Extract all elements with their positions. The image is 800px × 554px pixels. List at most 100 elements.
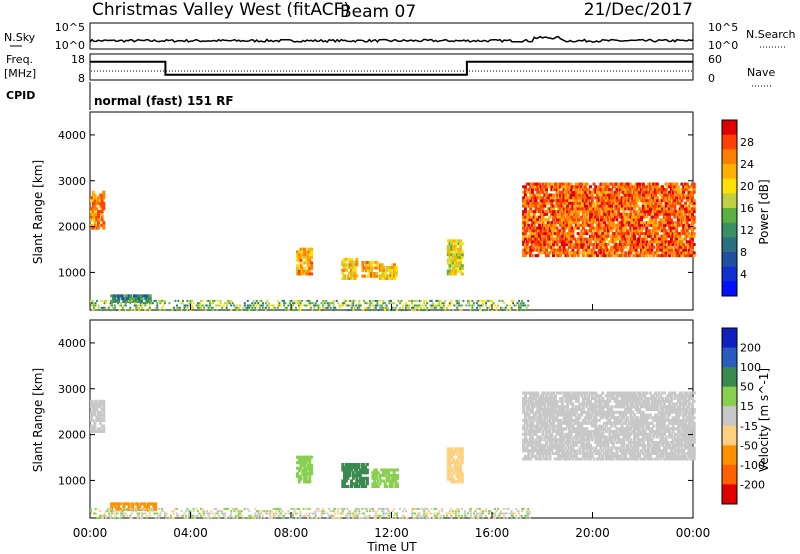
echo-cell [574,410,578,414]
echo-cell [95,207,99,211]
echo-cell [394,485,398,488]
ground-scatter-cell [186,299,189,302]
echo-cell [344,268,348,272]
y-tick-label: 4000 [58,129,86,142]
echo-cell [617,237,621,241]
echo-cell [90,207,93,211]
echo-cell [555,188,559,192]
echo-cell [140,294,143,298]
echo-cell [459,472,463,476]
echo-cell [560,193,564,197]
echo-cell [564,207,568,211]
echo-cell [636,443,640,447]
echo-cell [633,391,636,395]
ground-scatter-cell [157,299,160,302]
ground-scatter-cell [178,306,181,309]
echo-cell [357,465,361,469]
echo-cell [580,441,584,444]
echo-cell [606,212,610,216]
echo-cell [136,502,140,506]
echo-cell [559,454,563,458]
echo-cell [638,397,642,400]
echo-cell [592,457,596,461]
echo-cell [140,297,143,301]
echo-cell [394,271,398,275]
echo-cell [532,243,536,247]
echo-cell [633,199,636,203]
echo-cell [523,391,527,395]
echo-cell [680,188,684,192]
echo-cell [98,427,102,431]
echo-cell [545,190,548,194]
echo-cell [648,232,652,236]
echo-cell [606,215,610,219]
echo-cell [652,185,656,189]
ground-scatter-cell [148,302,151,305]
echo-cell [523,207,527,211]
echo-cell [585,432,589,436]
echo-cell [141,294,145,298]
echo-cell [675,182,679,186]
echo-cell [636,237,640,241]
ground-scatter-cell [414,309,417,312]
echo-cell [627,212,631,216]
echo-cell [523,237,527,241]
echo-cell [583,229,587,233]
echo-cell [100,408,104,411]
echo-cell [534,182,538,186]
echo-cell [304,480,308,484]
echo-cell [459,266,463,270]
echo-cell [610,251,614,255]
echo-cell [548,251,552,255]
echo-cell [634,421,638,425]
ground-scatter-cell [462,299,465,302]
ground-scatter-cell [287,304,290,307]
echo-cell [618,226,622,230]
echo-cell [532,240,536,244]
echo-cell [585,435,589,439]
echo-cell [657,223,661,227]
echo-cell [350,260,353,264]
echo-cell [532,391,536,395]
echo-cell [453,463,457,467]
echo-cell [525,215,529,219]
echo-cell [573,190,577,194]
echo-cell [650,204,654,208]
echo-cell [301,247,305,251]
echo-cell [601,226,605,230]
ground-scatter-cell [106,306,109,309]
echo-cell [620,248,624,252]
echo-cell [655,452,659,455]
echo-cell [392,468,396,472]
echo-cell [566,394,570,398]
echo-cell [308,461,312,465]
echo-cell [97,215,100,219]
echo-cell [573,196,577,200]
echo-cell [303,261,307,265]
echo-cell [308,463,312,467]
echo-cell [661,185,665,189]
echo-cell [594,410,598,414]
echo-cell [631,232,635,236]
echo-cell [590,435,594,439]
echo-cell [583,397,587,400]
echo-cell [620,188,624,192]
echo-cell [622,391,626,395]
echo-cell [530,435,534,439]
echo-cell [450,250,454,254]
echo-cell [606,402,610,406]
echo-cell [578,218,582,222]
echo-cell [599,394,603,398]
echo-cell [604,215,608,219]
echo-cell [613,237,617,241]
echo-cell [530,223,534,227]
echo-cell [576,457,580,461]
echo-cell [580,229,584,233]
echo-cell [596,419,599,422]
nave-label: Nave [747,66,775,79]
echo-cell [615,452,619,455]
echo-cell [687,210,691,214]
echo-cell [552,438,555,442]
echo-cell [91,212,95,216]
echo-cell [604,201,608,205]
